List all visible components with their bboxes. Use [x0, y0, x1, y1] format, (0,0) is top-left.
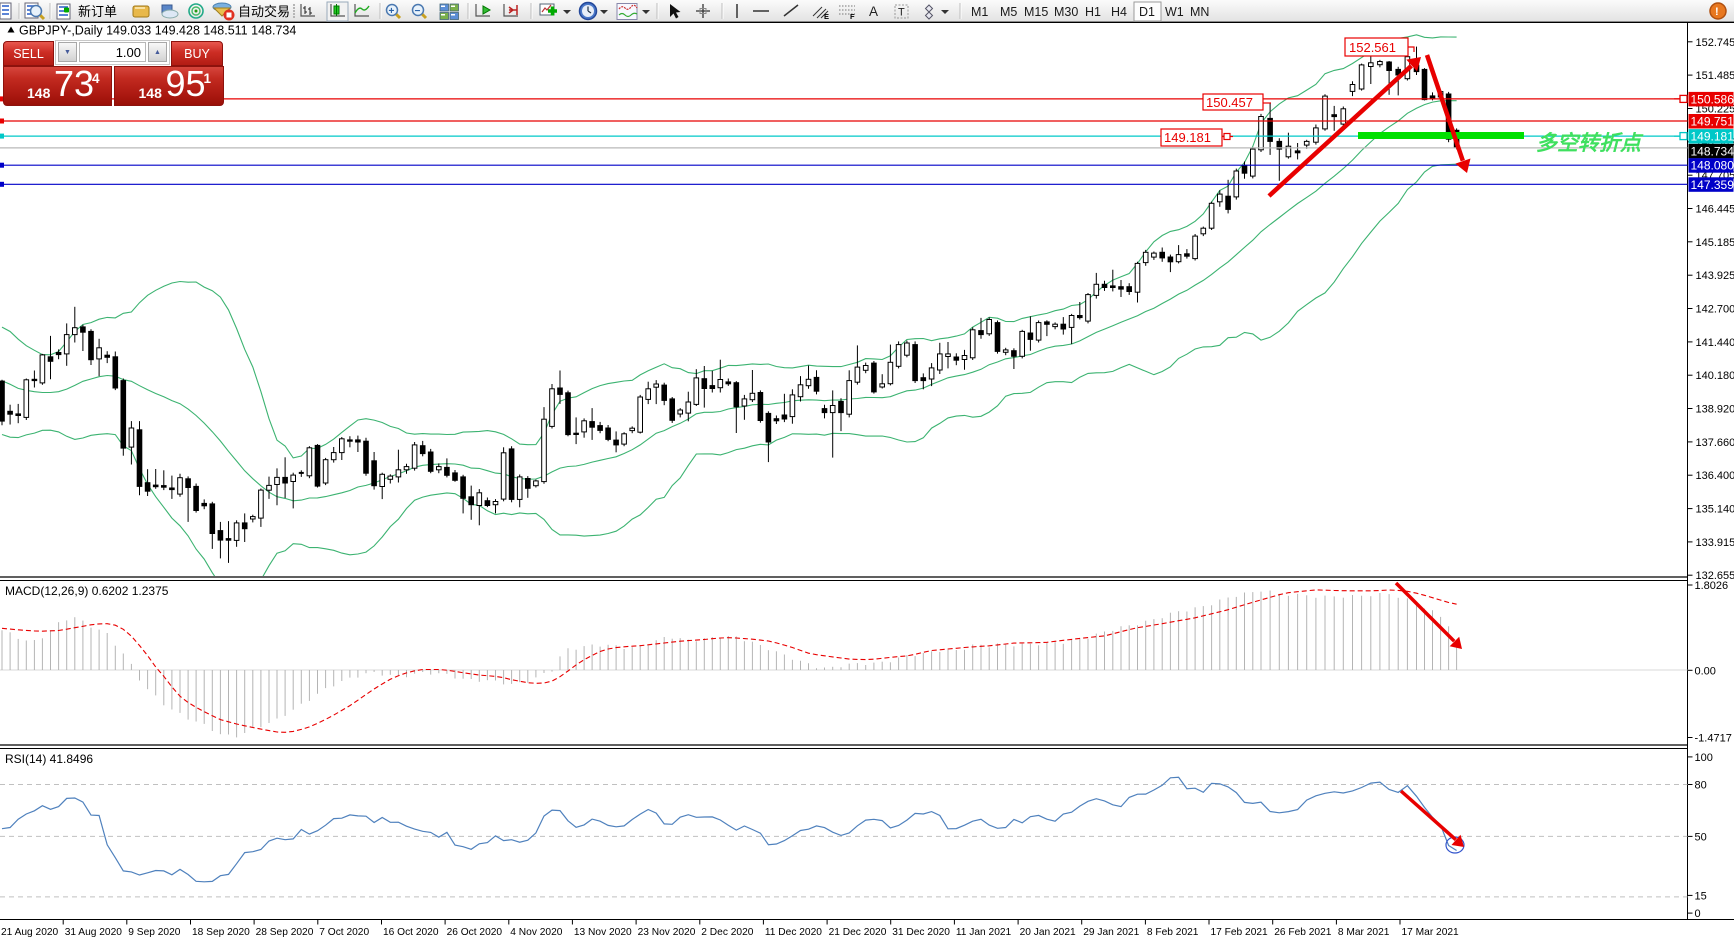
svg-text:16 Oct 2020: 16 Oct 2020: [383, 927, 439, 938]
svg-text:23 Nov 2020: 23 Nov 2020: [638, 927, 696, 938]
svg-text:RSI(14) 41.8496: RSI(14) 41.8496: [5, 752, 93, 766]
svg-text:!: !: [1715, 6, 1719, 18]
svg-text:150.225: 150.225: [1696, 104, 1734, 116]
svg-text:20 Jan 2021: 20 Jan 2021: [1020, 927, 1076, 938]
svg-text:M1: M1: [971, 5, 988, 19]
svg-text:18 Sep 2020: 18 Sep 2020: [192, 927, 250, 938]
svg-text:2 Dec 2020: 2 Dec 2020: [701, 927, 753, 938]
svg-text:28 Sep 2020: 28 Sep 2020: [256, 927, 314, 938]
svg-text:150.586: 150.586: [1691, 92, 1734, 106]
svg-text:11 Jan 2021: 11 Jan 2021: [956, 927, 1012, 938]
svg-text:26 Oct 2020: 26 Oct 2020: [447, 927, 503, 938]
svg-text:新订单: 新订单: [78, 4, 117, 19]
svg-text:+: +: [389, 6, 395, 17]
svg-text:7 Oct 2020: 7 Oct 2020: [319, 927, 369, 938]
svg-text:13 Nov 2020: 13 Nov 2020: [574, 927, 632, 938]
svg-text:100: 100: [1695, 752, 1713, 764]
svg-text:21 Aug 2020: 21 Aug 2020: [1, 927, 59, 938]
svg-text:T: T: [898, 7, 905, 19]
svg-text:50: 50: [1695, 831, 1707, 843]
svg-text:152.745: 152.745: [1696, 37, 1734, 49]
svg-text:GBPJPY-,Daily 149.033 149.428: GBPJPY-,Daily 149.033 149.428 148.511 14…: [19, 24, 296, 38]
svg-text:151.485: 151.485: [1696, 70, 1734, 82]
svg-text:D1: D1: [1139, 5, 1155, 19]
svg-text:8 Mar 2021: 8 Mar 2021: [1338, 927, 1390, 938]
svg-text:11 Dec 2020: 11 Dec 2020: [765, 927, 822, 938]
svg-text:29 Jan 2021: 29 Jan 2021: [1083, 927, 1139, 938]
svg-text:17 Feb 2021: 17 Feb 2021: [1211, 927, 1269, 938]
svg-text:自动交易: 自动交易: [238, 4, 290, 19]
svg-text:M15: M15: [1024, 5, 1048, 19]
svg-text:149.181: 149.181: [1691, 130, 1734, 144]
svg-text:W1: W1: [1165, 5, 1184, 19]
svg-text:−: −: [415, 6, 421, 17]
svg-text:137.660: 137.660: [1696, 437, 1734, 449]
svg-text:142.700: 142.700: [1696, 304, 1734, 316]
svg-text:31 Aug 2020: 31 Aug 2020: [65, 927, 123, 938]
svg-text:149.751: 149.751: [1691, 115, 1734, 129]
svg-text:147.359: 147.359: [1691, 178, 1734, 192]
svg-text:26 Feb 2021: 26 Feb 2021: [1274, 927, 1332, 938]
svg-text:21 Dec 2020: 21 Dec 2020: [829, 927, 887, 938]
svg-text:MN: MN: [1190, 5, 1209, 19]
svg-text:F: F: [850, 12, 855, 21]
svg-text:多空转折点: 多空转折点: [1536, 131, 1644, 155]
svg-text:A: A: [869, 4, 878, 19]
svg-text:1.8026: 1.8026: [1695, 580, 1729, 592]
svg-text:M30: M30: [1054, 5, 1078, 19]
svg-text:135.140: 135.140: [1696, 504, 1734, 516]
svg-text:H4: H4: [1111, 5, 1127, 19]
svg-text:31 Dec 2020: 31 Dec 2020: [892, 927, 950, 938]
svg-text:132.655: 132.655: [1696, 570, 1734, 582]
svg-text:146.445: 146.445: [1696, 204, 1734, 216]
svg-text:15: 15: [1695, 890, 1707, 902]
svg-text:152.561: 152.561: [1349, 40, 1396, 55]
svg-text:148.080: 148.080: [1691, 159, 1734, 173]
svg-text:8 Feb 2021: 8 Feb 2021: [1147, 927, 1199, 938]
svg-text:149.181: 149.181: [1164, 130, 1211, 145]
svg-text:4 Nov 2020: 4 Nov 2020: [510, 927, 562, 938]
svg-text:145.185: 145.185: [1696, 237, 1734, 249]
svg-text:-1.4717: -1.4717: [1695, 733, 1732, 745]
svg-text:141.440: 141.440: [1696, 337, 1734, 349]
svg-text:H1: H1: [1085, 5, 1101, 19]
svg-text:140.180: 140.180: [1696, 370, 1734, 382]
svg-text:MACD(12,26,9) 0.6202 1.2375: MACD(12,26,9) 0.6202 1.2375: [5, 584, 169, 598]
svg-text:133.915: 133.915: [1696, 537, 1734, 549]
svg-text:143.925: 143.925: [1696, 270, 1734, 282]
svg-text:0.00: 0.00: [1695, 665, 1716, 677]
svg-text:150.457: 150.457: [1206, 95, 1253, 110]
svg-text:M5: M5: [1000, 5, 1017, 19]
svg-text:0: 0: [1695, 908, 1701, 920]
svg-text:17 Mar 2021: 17 Mar 2021: [1402, 927, 1460, 938]
svg-text:80: 80: [1695, 780, 1707, 792]
svg-text:136.400: 136.400: [1696, 470, 1734, 482]
svg-text:148.734: 148.734: [1691, 144, 1734, 158]
svg-text:E: E: [824, 12, 829, 21]
svg-text:9 Sep 2020: 9 Sep 2020: [128, 927, 180, 938]
svg-text:138.920: 138.920: [1696, 404, 1734, 416]
